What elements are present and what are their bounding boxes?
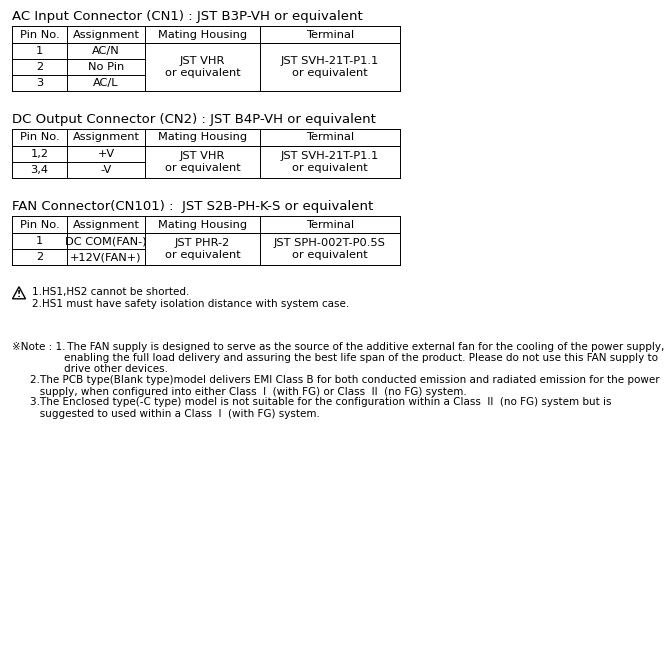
- Text: AC/L: AC/L: [93, 78, 119, 88]
- Text: DC Output Connector (CN2) : JST B4P-VH or equivalent: DC Output Connector (CN2) : JST B4P-VH o…: [12, 113, 376, 126]
- Text: Mating Housing: Mating Housing: [158, 219, 247, 229]
- Text: Terminal: Terminal: [306, 219, 354, 229]
- Text: 1,2: 1,2: [31, 149, 48, 159]
- Text: +12V(FAN+): +12V(FAN+): [70, 252, 142, 262]
- Text: 3: 3: [36, 78, 43, 88]
- Text: 2: 2: [36, 252, 43, 262]
- Text: Terminal: Terminal: [306, 132, 354, 143]
- Text: The FAN supply is designed to serve as the source of the additive external fan f: The FAN supply is designed to serve as t…: [64, 342, 665, 352]
- Text: 2.The PCB type(Blank type)model delivers EMI Class B for both conducted emission: 2.The PCB type(Blank type)model delivers…: [30, 375, 660, 396]
- Text: drive other devices.: drive other devices.: [64, 364, 168, 374]
- Text: Terminal: Terminal: [306, 29, 354, 39]
- Text: 3.The Enclosed type(-C type) model is not suitable for the configuration within : 3.The Enclosed type(-C type) model is no…: [30, 397, 612, 419]
- Text: !: !: [17, 290, 21, 299]
- Text: JST SVH-21T-P1.1
or equivalent: JST SVH-21T-P1.1 or equivalent: [281, 151, 379, 173]
- Text: No Pin: No Pin: [88, 62, 124, 72]
- Text: Mating Housing: Mating Housing: [158, 132, 247, 143]
- Text: Assignment: Assignment: [72, 132, 139, 143]
- Text: 2.HS1 must have safety isolation distance with system case.: 2.HS1 must have safety isolation distanc…: [32, 299, 349, 309]
- Text: ※Note : 1.: ※Note : 1.: [12, 342, 66, 352]
- Text: Pin No.: Pin No.: [19, 29, 60, 39]
- Text: DC COM(FAN-): DC COM(FAN-): [65, 236, 147, 246]
- Text: AC/N: AC/N: [92, 46, 120, 56]
- Text: enabling the full load delivery and assuring the best life span of the product. : enabling the full load delivery and assu…: [64, 353, 658, 363]
- Text: FAN Connector(CN101) :  JST S2B-PH-K-S or equivalent: FAN Connector(CN101) : JST S2B-PH-K-S or…: [12, 200, 373, 213]
- Text: JST VHR
or equivalent: JST VHR or equivalent: [165, 56, 241, 78]
- Text: AC Input Connector (CN1) : JST B3P-VH or equivalent: AC Input Connector (CN1) : JST B3P-VH or…: [12, 10, 362, 23]
- Text: 2: 2: [36, 62, 43, 72]
- Text: Assignment: Assignment: [72, 219, 139, 229]
- Text: Pin No.: Pin No.: [19, 132, 60, 143]
- Text: -V: -V: [100, 165, 112, 175]
- Text: 1.HS1,HS2 cannot be shorted.: 1.HS1,HS2 cannot be shorted.: [32, 287, 190, 297]
- Text: JST PHR-2
or equivalent: JST PHR-2 or equivalent: [165, 238, 241, 260]
- Text: 1: 1: [36, 46, 43, 56]
- Text: 3,4: 3,4: [31, 165, 48, 175]
- Text: JST VHR
or equivalent: JST VHR or equivalent: [165, 151, 241, 173]
- Text: JST SPH-002T-P0.5S
or equivalent: JST SPH-002T-P0.5S or equivalent: [274, 238, 386, 260]
- Text: +V: +V: [97, 149, 115, 159]
- Text: Assignment: Assignment: [72, 29, 139, 39]
- Text: Mating Housing: Mating Housing: [158, 29, 247, 39]
- Text: 1: 1: [36, 236, 43, 246]
- Text: JST SVH-21T-P1.1
or equivalent: JST SVH-21T-P1.1 or equivalent: [281, 56, 379, 78]
- Text: Pin No.: Pin No.: [19, 219, 60, 229]
